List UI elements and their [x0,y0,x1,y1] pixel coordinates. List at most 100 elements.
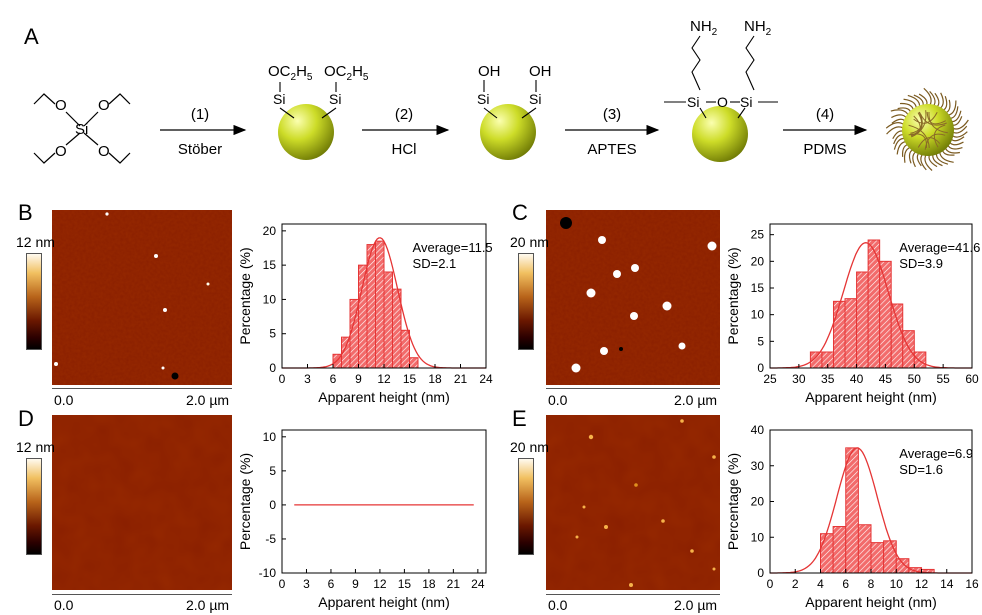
scale-c-start: 0.0 [548,392,568,408]
x-tick-label: 12 [373,577,387,591]
stat-annotation: Average=6.9 [899,446,973,461]
step-1-reagent: Stöber [178,141,222,158]
x-tick-label: 9 [355,372,362,386]
x-tick-label: 6 [842,577,849,591]
panel-label-c: C [512,200,528,225]
silica-particle-ethoxy [278,104,334,160]
colorbar-c [518,253,534,350]
histogram-bar [845,447,859,574]
x-tick-label: 21 [447,577,461,591]
p3-amine-right: NH2 [744,18,772,38]
x-tick-label: 6 [330,372,337,386]
histogram-bar [375,240,385,369]
step-2-reagent: HCl [392,141,417,158]
pdms-grafted-particle [885,87,969,171]
scale-b-start: 0.0 [54,392,74,408]
colorbar-b [26,253,42,350]
colorbar-e [518,458,534,555]
x-axis-label: Apparent height (nm) [318,594,450,610]
y-tick-label: 30 [751,459,765,473]
histogram-bar [400,329,410,369]
p2-si-right: Si [529,91,541,107]
step-2-number: (2) [395,106,413,123]
x-tick-label: 8 [868,577,875,591]
x-tick-label: 3 [304,372,311,386]
y-tick-label: 20 [263,224,277,238]
y-tick-label: 20 [751,254,765,268]
silica-particle-aptes [692,106,748,162]
teos-o1: O [55,97,67,114]
histogram-bar [358,264,368,369]
scalebar-c [546,388,720,389]
histogram-bar [832,526,847,574]
x-tick-label: 6 [328,577,335,591]
histogram-d: 0 3 6 9 12 15 18 21 24 -10 -5 0 5 10 Apparent height (… [237,429,487,610]
scale-e-end: 2.0 µm [674,597,718,613]
teos-si: Si [75,121,88,138]
teos-molecule [33,93,131,164]
step-1-number: (1) [191,106,209,123]
y-axis-label: Percentage (%) [237,453,253,550]
scale-c-end: 2.0 µm [674,392,718,408]
histogram-bar [883,540,897,574]
scalebar-d [52,594,232,595]
p3-amine-left: NH2 [690,18,718,38]
y-tick-label: 10 [751,530,765,544]
stat-annotation: SD=1.6 [899,462,943,477]
y-tick-label: 20 [751,495,765,509]
x-tick-label: 45 [879,372,893,386]
histogram-bar [913,351,927,369]
panel-label-a: A [24,24,39,49]
histogram-e: Average=6.9SD=1.6 0 2 4 6 8 10 12 14 16 0 10 20 30 40 A… [725,423,979,610]
x-tick-label: 40 [850,372,864,386]
p2-oh-right: OH [529,63,552,80]
x-tick-label: 0 [767,577,774,591]
x-tick-label: 15 [398,577,412,591]
histogram-bar [383,271,393,369]
x-tick-label: 55 [936,372,950,386]
x-tick-label: 12 [377,372,391,386]
y-tick-label: 0 [757,566,764,580]
panel-label-e: E [512,406,527,431]
colorbar-d [26,458,42,555]
p3-si-right: Si [740,94,752,110]
y-tick-label: 10 [751,308,765,322]
scale-b-end: 2.0 µm [186,392,230,408]
afm-image-c [546,210,720,385]
teos-o4: O [98,143,110,160]
step-4-number: (4) [816,106,834,123]
x-axis-label: Apparent height (nm) [805,389,937,405]
colorbar-d-label: 12 nm [16,439,55,455]
afm-image-b [52,210,232,385]
afm-image-e [546,415,720,590]
synthesis-scheme: Si O O O O (1) Stöber (2) HCl (3) APTES … [33,18,969,171]
step-3-number: (3) [603,106,621,123]
x-tick-label: 15 [403,372,417,386]
y-axis-label: Percentage (%) [237,247,253,344]
p2-oh-left: OH [478,63,501,80]
panel-label-d: D [18,406,34,431]
histogram-bar [820,533,834,574]
x-tick-label: 35 [821,372,835,386]
scale-d-end: 2.0 µm [186,597,230,613]
y-tick-label: 5 [269,327,276,341]
panel-label-b: B [18,200,33,225]
teos-o3: O [55,143,67,160]
y-tick-label: 0 [269,361,276,375]
colorbar-b-label: 12 nm [16,234,55,250]
y-tick-label: 15 [751,281,765,295]
histogram-b: Average=11.5SD=2.1 0 3 6 9 12 15 18 21 24 0 5 10 15 20… [237,223,493,405]
x-tick-label: 12 [915,577,929,591]
x-tick-label: 50 [908,372,922,386]
teos-o2: O [98,97,110,114]
x-tick-label: 24 [471,577,485,591]
y-axis-label: Percentage (%) [725,247,741,344]
stat-annotation: SD=2.1 [413,256,457,271]
x-tick-label: 21 [454,372,468,386]
y-tick-label: 10 [263,430,277,444]
histogram-c: Average=41.6SD=3.9 25 30 35 40 45 50 55 60 0 5 10 15… [725,223,980,405]
x-tick-label: 30 [792,372,806,386]
p3-si-left: Si [687,94,699,110]
y-tick-label: 0 [757,361,764,375]
x-tick-label: 14 [940,577,954,591]
